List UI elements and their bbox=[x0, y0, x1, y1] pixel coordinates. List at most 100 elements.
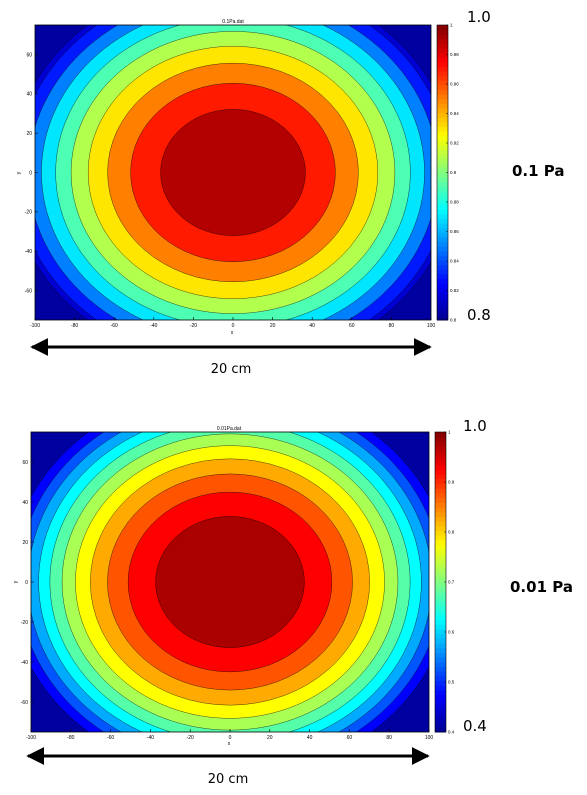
y-axis-label: y bbox=[13, 580, 19, 583]
colorbar-cell bbox=[437, 250, 448, 256]
colorbar-cell bbox=[435, 605, 446, 611]
colorbar-cell bbox=[435, 539, 446, 545]
colorbar-cell bbox=[437, 287, 448, 293]
colorbar-cell bbox=[437, 84, 448, 91]
colorbar-cell bbox=[437, 218, 448, 224]
colorbar-cell bbox=[435, 591, 446, 597]
colorbar-ticks: 0.4 0.5 0.6 0.7 0.8 0.9 1 bbox=[444, 430, 455, 735]
colorbar-tick-label: 0.92 bbox=[450, 141, 459, 146]
colorbar-cell bbox=[435, 530, 446, 536]
y-axis: -60 -40 -20 0 20 40 60 bbox=[21, 460, 34, 706]
colorbar-cell bbox=[435, 497, 446, 503]
x-tick-label: 60 bbox=[349, 323, 355, 329]
colorbar-cell bbox=[435, 642, 446, 649]
colorbar-cell bbox=[437, 98, 448, 104]
y-tick-label: 60 bbox=[26, 52, 32, 58]
colorbar-cell bbox=[437, 71, 448, 77]
colorbar-tick-label: 0.5 bbox=[448, 680, 455, 685]
colorbar-cell bbox=[435, 717, 446, 724]
colorbar-cell bbox=[437, 140, 448, 146]
colorbar-cell bbox=[435, 628, 446, 635]
x-tick-label: 40 bbox=[309, 323, 315, 329]
plot-title: 0.1Pa.dat bbox=[222, 19, 244, 25]
colorbar-cell bbox=[437, 232, 448, 238]
colorbar-tick-label: 0.8 bbox=[450, 318, 457, 323]
colorbar-cell bbox=[435, 614, 446, 620]
colorbar-cell bbox=[437, 223, 448, 229]
colorbar-cell bbox=[435, 567, 446, 574]
colorbar-cell bbox=[437, 310, 448, 316]
x-tick-label: 0 bbox=[229, 735, 232, 741]
y-tick-label: 20 bbox=[26, 131, 32, 137]
x-axis: -100 -80 -60 -40 -20 0 20 40 60 80 100 bbox=[30, 317, 435, 329]
colorbar-cell bbox=[437, 283, 448, 289]
colorbar-cell bbox=[435, 572, 446, 578]
x-tick-label: -40 bbox=[147, 735, 154, 741]
colorbar-cell bbox=[435, 680, 446, 686]
x-tick-label: 80 bbox=[389, 323, 395, 329]
y-tick-label: 20 bbox=[22, 540, 28, 546]
colorbar-cell bbox=[435, 577, 446, 583]
y-tick-label: 60 bbox=[22, 460, 28, 466]
colorbar-cell bbox=[435, 657, 446, 663]
colorbar-tick-label: 0.96 bbox=[450, 82, 459, 87]
colorbar-tick-label: 0.84 bbox=[450, 259, 459, 264]
colorbar-cell bbox=[437, 52, 448, 58]
colorbar-cell bbox=[437, 61, 448, 67]
colorbar-cell bbox=[437, 213, 448, 220]
colorbar-cell bbox=[437, 38, 448, 44]
x-tick-label: 100 bbox=[425, 735, 434, 741]
y-tick-label: 40 bbox=[22, 500, 28, 506]
colorbar-cell bbox=[437, 34, 448, 40]
colorbar-cell bbox=[435, 446, 446, 452]
colorbar-cell bbox=[435, 511, 446, 517]
colorbar-cell bbox=[435, 661, 446, 667]
colorbar-tick-label: 0.4 bbox=[448, 730, 455, 735]
y-tick-label: -20 bbox=[25, 210, 32, 216]
colorbar-ticks: 0.8 0.82 0.84 0.86 0.88 0.9 0.92 0.94 0.96 0.98 1 bbox=[446, 23, 459, 323]
colorbar-cell bbox=[437, 94, 448, 100]
colorbar-cell bbox=[435, 478, 446, 485]
x-tick-label: -100 bbox=[26, 735, 36, 741]
colorbar-cell bbox=[435, 675, 446, 681]
y-tick-label: -60 bbox=[21, 700, 28, 706]
colorbar-cell bbox=[437, 209, 448, 215]
colorbar-tick-label: 1 bbox=[450, 23, 453, 28]
plot-title: 0.01Pa.dat bbox=[217, 426, 242, 432]
colorbar-cell bbox=[437, 43, 448, 49]
x-axis-label: x bbox=[228, 741, 231, 747]
colorbar-max-label: 1.0 bbox=[463, 417, 487, 435]
x-tick-label: -60 bbox=[107, 735, 114, 741]
pressure-label: 0.1 Pa bbox=[512, 162, 565, 180]
colorbar-tick-label: 0.82 bbox=[450, 288, 459, 293]
colorbar-cell bbox=[435, 521, 446, 527]
colorbar-cell bbox=[435, 699, 446, 705]
colorbar-cell bbox=[437, 195, 448, 201]
colorbar-cell bbox=[435, 563, 446, 569]
colorbar-cell bbox=[437, 278, 448, 284]
colorbar-cell bbox=[437, 301, 448, 307]
colorbar-cell bbox=[435, 619, 446, 625]
x-axis-label: x bbox=[231, 330, 234, 336]
y-tick-label: -40 bbox=[21, 660, 28, 666]
y-tick-label: -20 bbox=[21, 620, 28, 626]
colorbar-cell bbox=[437, 163, 448, 169]
colorbar-cell bbox=[437, 172, 448, 178]
colorbar-cell bbox=[435, 558, 446, 564]
colorbar-cell bbox=[437, 121, 448, 127]
colorbar-cell bbox=[437, 117, 448, 123]
colorbar-cell bbox=[437, 149, 448, 155]
colorbar-cell bbox=[435, 535, 446, 541]
colorbar-cell bbox=[435, 549, 446, 555]
colorbar-tick-label: 0.8 bbox=[448, 530, 455, 535]
colorbar-cell bbox=[435, 596, 446, 602]
colorbar-tick-label: 1 bbox=[448, 430, 451, 435]
colorbar-cell bbox=[435, 685, 446, 691]
colorbar-cell bbox=[437, 264, 448, 270]
x-tick-label: -20 bbox=[190, 323, 197, 329]
y-tick-label: 40 bbox=[26, 92, 32, 98]
x-tick-label: -80 bbox=[71, 323, 78, 329]
colorbar-cell bbox=[437, 80, 448, 86]
colorbar-cell bbox=[435, 516, 446, 522]
x-tick-label: 20 bbox=[267, 735, 273, 741]
